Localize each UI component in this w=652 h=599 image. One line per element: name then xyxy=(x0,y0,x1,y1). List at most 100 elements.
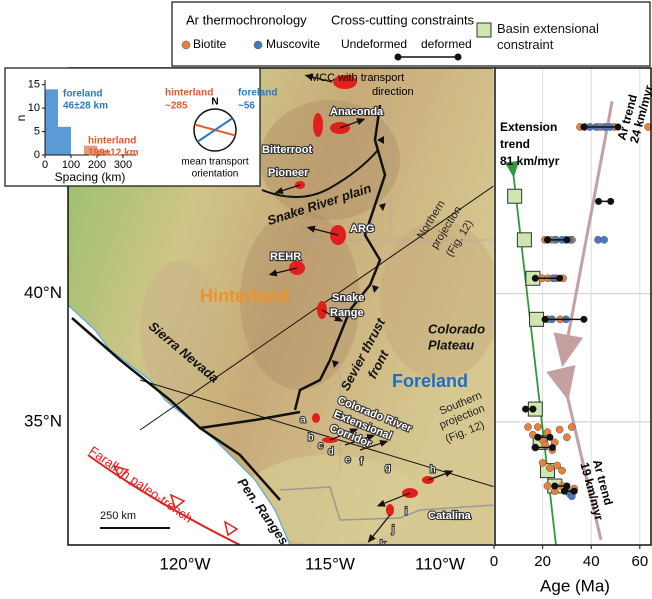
mcc-letter: j xyxy=(391,525,394,536)
ar-point xyxy=(563,434,570,441)
orientation-value: ~285 xyxy=(165,101,188,112)
constraint-undeformed xyxy=(551,483,558,490)
series-stat: 46±28 km xyxy=(63,101,108,112)
legend-label: deformed xyxy=(421,37,472,51)
trend-label: Extension xyxy=(500,120,557,134)
orientation-value: ~56 xyxy=(238,101,255,112)
mcc-letter: i xyxy=(405,507,407,518)
ar-point xyxy=(534,423,541,430)
y-tick-label: 5 xyxy=(34,125,40,137)
hist-bar xyxy=(58,127,71,155)
trend-label: 81 km/myr xyxy=(500,154,560,168)
constraint-deformed xyxy=(607,198,614,205)
place-label: Pioneer xyxy=(268,167,309,179)
constraint-undeformed xyxy=(532,275,539,282)
x-tick-label: 0 xyxy=(42,159,48,171)
basin-marker xyxy=(530,312,544,326)
constraint-deformed xyxy=(556,275,563,282)
constraint-undeformed xyxy=(580,123,587,130)
constraint-undeformed xyxy=(561,488,568,495)
y-tick-label: 15 xyxy=(28,79,40,91)
basin-marker xyxy=(517,233,531,247)
mcc xyxy=(312,413,320,423)
scale-label: 250 km xyxy=(100,510,136,522)
mcc xyxy=(386,504,394,516)
x-axis-label: Age (Ma) xyxy=(540,576,610,595)
ar-point xyxy=(556,426,563,433)
ar-point xyxy=(568,423,575,430)
x-tick-label: 60 xyxy=(632,553,649,570)
x-tick-label: 100 xyxy=(62,159,80,171)
constraint-undeformed xyxy=(595,198,602,205)
trend-label: trend xyxy=(500,137,530,151)
constraint-undeformed xyxy=(534,434,541,441)
x-tick-label: 40 xyxy=(583,553,600,570)
legend-marker xyxy=(477,23,491,37)
x-tick-label: 20 xyxy=(534,553,551,570)
legend-label: Muscovite xyxy=(266,37,320,51)
orientation-name: foreland xyxy=(238,88,277,99)
legend-marker xyxy=(254,41,262,49)
orientation-name: hinterland xyxy=(165,88,213,99)
lon-label: 120°W xyxy=(159,554,210,573)
ar-point xyxy=(546,464,553,471)
x-tick-label: 200 xyxy=(88,159,106,171)
series-label: hinterland xyxy=(88,136,136,147)
region-label: Colorado xyxy=(428,321,485,336)
place-label: Range xyxy=(330,307,364,319)
legend-constraint-dot xyxy=(395,54,402,61)
constraint-undeformed xyxy=(544,236,551,243)
ar-point xyxy=(524,423,531,430)
constraint-deformed xyxy=(546,434,553,441)
region-label: Foreland xyxy=(392,371,468,391)
place-label: Anaconda xyxy=(330,106,384,118)
place-label: Snake xyxy=(332,292,364,304)
mcc-letter: f xyxy=(360,457,363,468)
legend-label: direction xyxy=(372,86,414,98)
ar-point xyxy=(601,236,608,243)
mcc xyxy=(313,113,323,137)
hist-bar xyxy=(45,89,58,155)
x-axis-label: Spacing (km) xyxy=(55,170,126,184)
mcc-letter: b xyxy=(308,433,314,444)
constraint-undeformed xyxy=(522,406,529,413)
x-tick-label: 0 xyxy=(490,553,498,570)
mcc-letter: h xyxy=(430,465,436,476)
ar-point xyxy=(544,482,551,489)
constraint-deformed xyxy=(529,406,536,413)
legend-label: MCC with transport xyxy=(310,72,404,84)
figure: Anaconda Bitterroot Pioneer Snake River … xyxy=(0,0,652,599)
mcc-letter: d xyxy=(328,447,334,458)
y-axis-label: n xyxy=(14,115,28,122)
legend-label: Undeformed xyxy=(341,37,407,51)
place-label: ARG xyxy=(350,223,374,235)
figure-svg: Anaconda Bitterroot Pioneer Snake River … xyxy=(0,0,652,599)
x-tick-label: 300 xyxy=(114,159,132,171)
lon-label: 110°W xyxy=(415,554,465,573)
region-label: Hinterland xyxy=(200,286,289,306)
y-tick-label: 10 xyxy=(28,102,40,114)
mcc-letter: a xyxy=(300,415,306,426)
legend-title: Cross-cutting constraints xyxy=(331,12,475,27)
orientation-caption: orientation xyxy=(192,169,239,180)
lat-label: 40°N xyxy=(24,283,62,302)
region-label: Plateau xyxy=(428,337,474,352)
legend-title: Ar thermochronology xyxy=(186,12,307,27)
constraint-undeformed xyxy=(542,316,549,323)
ar-point xyxy=(539,459,546,466)
legend-marker xyxy=(182,41,190,49)
mcc-letter: c xyxy=(318,441,323,452)
ar-point xyxy=(558,467,565,474)
place-label: Bitterroot xyxy=(262,144,312,156)
place-label: Catalina xyxy=(428,510,472,522)
legend-constraint-dot xyxy=(455,54,462,61)
mcc-letter: e xyxy=(345,455,351,466)
y-tick-label: 0 xyxy=(34,149,40,161)
legend-label: Biotite xyxy=(193,37,227,51)
constraint-deformed xyxy=(549,444,556,451)
constraint-deformed xyxy=(571,488,578,495)
legend-label: Basin extensional constraint xyxy=(497,21,647,53)
lon-label: 115°W xyxy=(305,554,355,573)
series-stat: 199±12 km xyxy=(88,148,139,159)
orientation-caption: mean transport xyxy=(181,157,248,168)
